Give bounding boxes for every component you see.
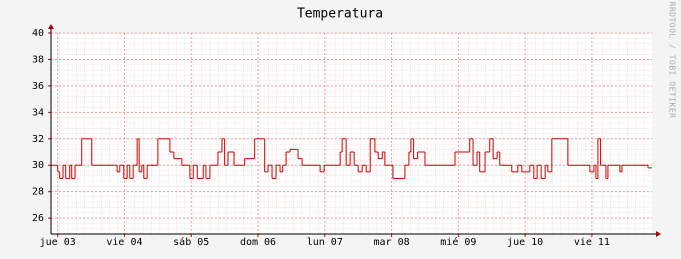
marks	[51, 138, 652, 179]
x-tick-label: sáb 05	[173, 236, 209, 248]
chart-title: Temperatura	[297, 7, 383, 22]
axes	[48, 24, 661, 237]
x-tick-label: vie 04	[106, 237, 142, 248]
x-tick-label: mié 09	[440, 236, 476, 248]
y-arrow	[48, 24, 54, 29]
x-tick-label: jue 03	[40, 237, 76, 248]
watermark: RRDTOOL / TOBI OETIKER	[668, 2, 677, 119]
x-tick-label: vie 11	[574, 237, 610, 248]
y-tick-label: 32	[32, 134, 44, 145]
x-tick-label: lun 07	[307, 237, 343, 248]
x-tick-label: jue 10	[507, 237, 543, 248]
y-tick-label: 26	[32, 213, 44, 224]
y-tick-label: 38	[32, 54, 44, 65]
x-arrow	[656, 231, 661, 237]
x-tick-label: dom 06	[240, 237, 276, 248]
y-tick-label: 30	[32, 160, 44, 171]
y-tick-label: 34	[32, 107, 44, 118]
y-tick-label: 28	[32, 187, 44, 198]
grid	[48, 32, 652, 237]
y-tick-label: 36	[32, 81, 44, 92]
y-tick-label: 40	[32, 28, 44, 39]
minor-grid	[51, 33, 652, 234]
x-tick-label: mar 08	[374, 237, 410, 248]
